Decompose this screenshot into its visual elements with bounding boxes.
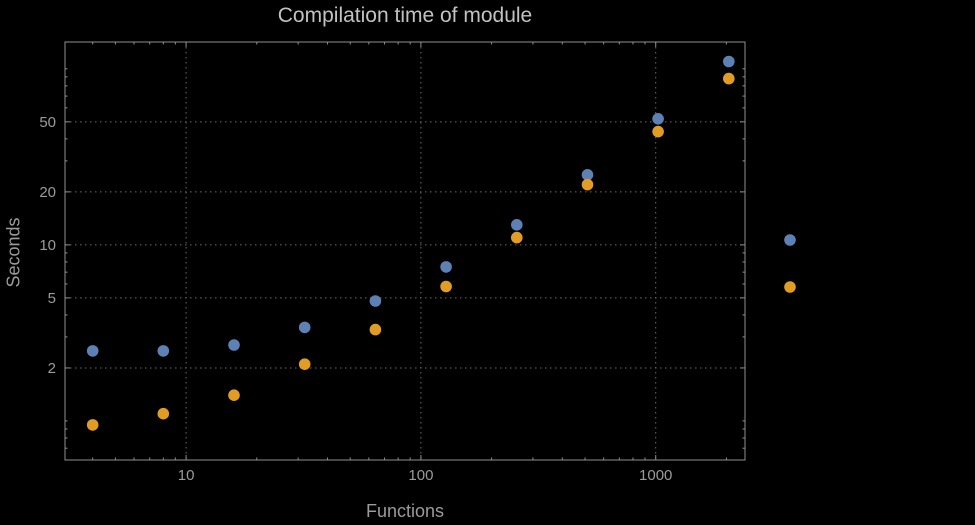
legend-marker-orange bbox=[784, 281, 796, 293]
gridlines bbox=[65, 42, 745, 460]
data-point bbox=[298, 321, 311, 334]
data-point bbox=[652, 113, 664, 125]
data-point bbox=[157, 345, 170, 357]
x-tick-label: 10 bbox=[178, 467, 195, 484]
data-point bbox=[86, 419, 99, 431]
data-point bbox=[511, 231, 523, 244]
y-tick-label: 5 bbox=[48, 290, 56, 307]
series-orange bbox=[86, 72, 735, 431]
plot-frame bbox=[64, 41, 746, 461]
y-tick-label: 50 bbox=[39, 114, 56, 131]
data-point bbox=[228, 389, 240, 402]
data-point bbox=[652, 125, 664, 138]
data-point bbox=[157, 407, 170, 420]
data-point bbox=[228, 339, 240, 351]
data-point bbox=[440, 280, 452, 293]
x-tick-label: 100 bbox=[408, 467, 433, 484]
tick-labels: 10 100 1000 2 5 10 20 50 bbox=[39, 114, 672, 484]
data-point bbox=[369, 295, 382, 307]
data-point bbox=[511, 219, 523, 231]
x-axis-label: Functions bbox=[365, 501, 445, 521]
data-point bbox=[581, 169, 594, 181]
chart-title: Compilation time of module bbox=[277, 4, 533, 27]
series-blue bbox=[86, 55, 735, 357]
y-tick-label: 20 bbox=[39, 184, 56, 201]
legend bbox=[784, 234, 796, 293]
data-point bbox=[723, 55, 735, 68]
data-point bbox=[581, 178, 594, 191]
data-point bbox=[298, 358, 311, 371]
data-point bbox=[723, 72, 735, 85]
data-point bbox=[86, 345, 99, 357]
y-tick-label: 10 bbox=[39, 237, 56, 254]
y-tick-label: 2 bbox=[48, 360, 56, 377]
y-axis-label: Seconds bbox=[3, 217, 24, 288]
legend-marker-blue bbox=[784, 234, 796, 246]
data-point bbox=[369, 323, 382, 336]
data-point bbox=[440, 261, 452, 273]
x-tick-label: 1000 bbox=[639, 467, 672, 484]
frame-ticks bbox=[65, 42, 745, 461]
